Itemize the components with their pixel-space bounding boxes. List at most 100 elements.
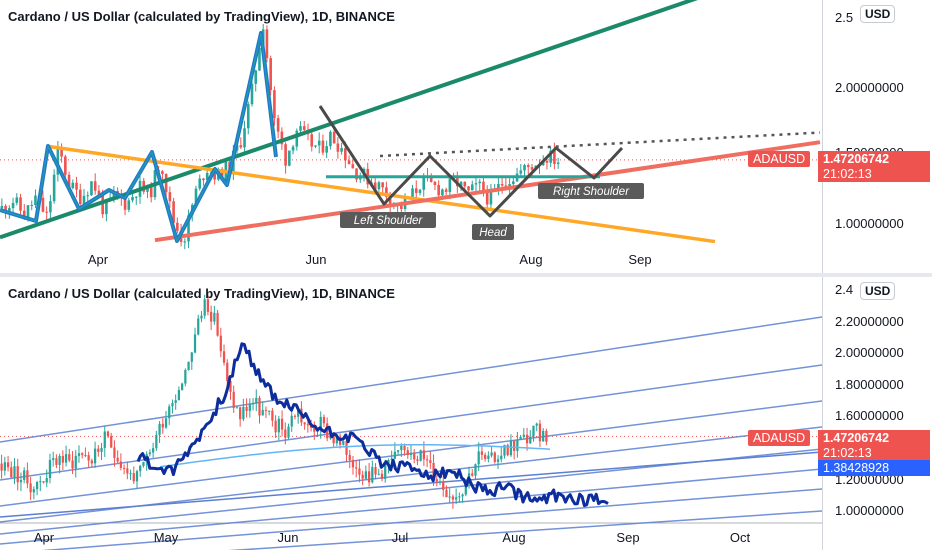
- last-price-label: 1.47206742: [818, 151, 930, 167]
- candle-body: [26, 470, 29, 484]
- candle-body: [474, 464, 477, 476]
- candle-body: [464, 483, 467, 495]
- price-axis[interactable]: 2.4 2.20000000 2.00000000 1.80000000 1.6…: [822, 277, 932, 550]
- candle-body: [273, 90, 276, 119]
- candle-body: [161, 171, 164, 174]
- candle-body: [251, 403, 255, 405]
- candle-body: [205, 172, 209, 181]
- candle-body: [171, 402, 174, 407]
- candle-body: [329, 131, 332, 147]
- candle-body: [168, 406, 171, 419]
- candle-body: [200, 315, 203, 319]
- channel-line: [0, 316, 822, 443]
- orange-trendline: [47, 144, 716, 244]
- candle-body: [4, 205, 7, 213]
- candle-body: [113, 447, 116, 458]
- candle-body: [477, 451, 480, 465]
- candle-body: [303, 422, 306, 425]
- candle-body: [243, 128, 246, 148]
- candle-body: [184, 369, 187, 384]
- candle-body: [302, 126, 306, 130]
- candle-body: [336, 143, 340, 152]
- y-tick-label: 1.60000000: [835, 408, 904, 423]
- candle-body: [34, 195, 37, 206]
- swing-path-teal: [0, 32, 277, 244]
- top-chart-panel[interactable]: Left Shoulder Head Right Shoulder Cardano …: [0, 0, 932, 273]
- candle-body: [203, 299, 206, 316]
- candle-body: [52, 458, 55, 460]
- candle-body: [310, 134, 314, 147]
- candle-body: [213, 172, 216, 180]
- candle-body: [512, 181, 515, 185]
- x-tick-label: May: [153, 530, 179, 545]
- candle-body: [110, 436, 113, 448]
- countdown-label: 21:02:13: [818, 167, 930, 182]
- currency-button[interactable]: USD: [860, 5, 896, 23]
- candle-body: [377, 473, 380, 475]
- candle-body: [478, 181, 482, 184]
- candle-body: [193, 334, 197, 353]
- candle-body: [419, 450, 422, 461]
- candle-body: [181, 383, 184, 390]
- candle-body: [396, 450, 400, 452]
- candle-body: [519, 170, 523, 174]
- panel-divider[interactable]: [0, 273, 932, 277]
- candle-body: [348, 454, 351, 461]
- candle-body: [525, 434, 529, 444]
- channel-line: [0, 468, 822, 545]
- candle-body: [274, 420, 277, 433]
- head-shoulders-pattern: [318, 105, 624, 218]
- candle-body: [250, 83, 254, 105]
- candle-body: [306, 424, 309, 426]
- candle-body: [513, 440, 516, 451]
- candle-body: [261, 409, 264, 416]
- candle-body: [467, 186, 470, 191]
- candle-body: [97, 190, 101, 195]
- bottom-chart-panel[interactable]: Cardano / US Dollar (calculated by Tradi…: [0, 277, 932, 550]
- candle-body: [245, 406, 248, 411]
- candle-body: [32, 489, 35, 493]
- candle-body: [149, 185, 153, 198]
- currency-button[interactable]: USD: [860, 282, 896, 300]
- y-tick-label: 2.00000000: [835, 345, 904, 360]
- candle-body: [19, 479, 23, 483]
- candle-body: [332, 131, 336, 144]
- candle-body: [232, 391, 235, 408]
- candle-body: [39, 481, 42, 483]
- candle-body: [226, 362, 229, 382]
- candle-body: [413, 453, 416, 460]
- candle-body: [503, 444, 506, 456]
- candle-body: [374, 467, 377, 475]
- candle-body: [482, 181, 485, 193]
- candle-body: [84, 455, 87, 457]
- candle-body: [26, 205, 30, 219]
- swing-path-blue: [0, 31, 278, 243]
- candle-body: [97, 448, 100, 452]
- candle-body: [220, 169, 224, 181]
- bottom-chart-plot[interactable]: [0, 277, 822, 550]
- candle-body: [229, 381, 232, 392]
- candle-body: [19, 197, 22, 211]
- candle-body: [411, 188, 414, 199]
- candle-body: [64, 156, 67, 175]
- candle-body: [400, 203, 403, 209]
- last-price-label: 1.47206742: [818, 430, 930, 446]
- candle-body: [127, 200, 131, 210]
- candle-body: [198, 178, 202, 189]
- y-tick-label: 2.00000000: [835, 80, 904, 95]
- candle-body: [435, 479, 438, 482]
- candle-body: [485, 192, 489, 205]
- pattern-label-box: [340, 212, 436, 228]
- candle-body: [81, 453, 84, 456]
- candle-body: [493, 452, 496, 462]
- candle-body: [219, 335, 222, 352]
- candle-body: [500, 455, 503, 460]
- candle-body: [268, 410, 271, 412]
- x-tick-label: Jun: [305, 252, 327, 267]
- price-axis[interactable]: 2.5 2.00000000 1.50000000 1.00000000: [822, 0, 932, 273]
- candle-body: [280, 131, 284, 145]
- candle-body: [248, 404, 251, 411]
- top-chart-plot[interactable]: Left Shoulder Head Right Shoulder: [0, 0, 822, 273]
- y-tick-label: 2.20000000: [835, 314, 904, 329]
- candle-body: [516, 439, 519, 451]
